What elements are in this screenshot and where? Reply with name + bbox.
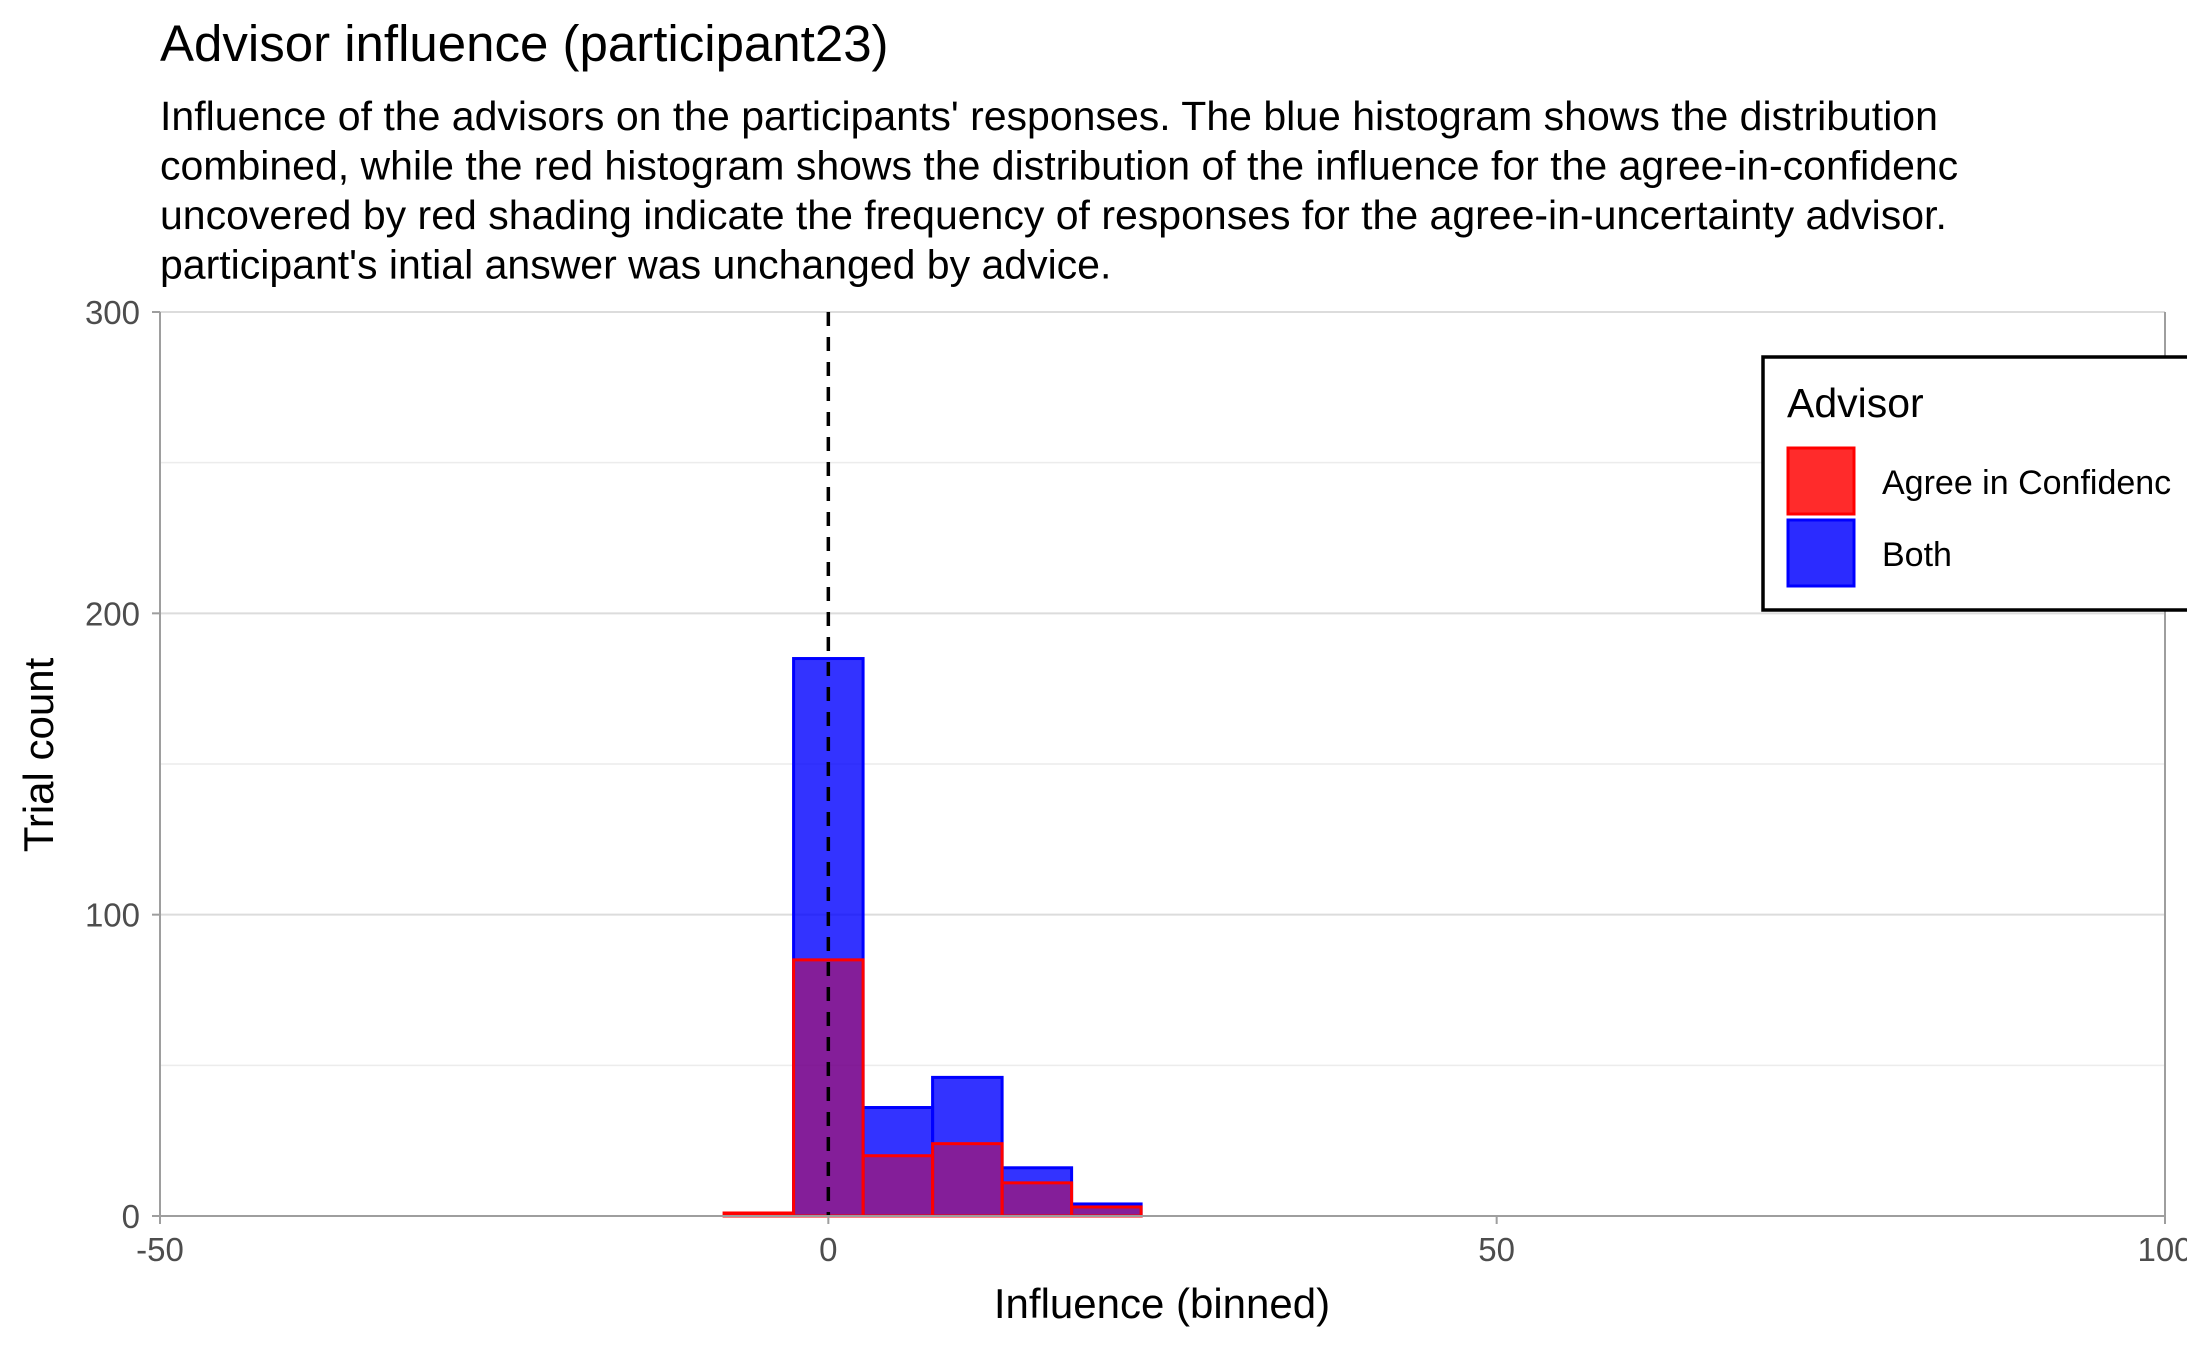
bar-agree-in-confidenc [1070, 1205, 1143, 1218]
gridlines [160, 311, 2165, 1067]
chart-title: Advisor influence (participant23) [160, 15, 889, 72]
x-tick-label: 100 [2137, 1231, 2187, 1268]
y-tick-label: 200 [85, 595, 140, 632]
x-axis-title: Influence (binned) [994, 1280, 1330, 1327]
legend-key [1786, 518, 1856, 588]
legend-title: Advisor [1787, 380, 1924, 426]
legend-key [1786, 446, 1856, 516]
x-tick-label: -50 [136, 1231, 184, 1268]
subtitle-line-1: Influence of the advisors on the partici… [160, 93, 1938, 139]
histogram-bars [722, 657, 1143, 1218]
subtitle-line-2: combined, while the red histogram shows … [160, 143, 1958, 189]
legend: Advisor Agree in Confidenc Both [1761, 355, 2187, 612]
x-tick-label: 0 [819, 1231, 837, 1268]
y-tick-label: 100 [85, 897, 140, 934]
chart-subtitle: Influence of the advisors on the partici… [160, 93, 1958, 288]
y-axis-title: Trial count [15, 657, 62, 852]
x-tick-label: 50 [1478, 1231, 1515, 1268]
y-tick-label: 300 [85, 294, 140, 331]
bar-agree-in-confidenc [861, 1154, 935, 1218]
bar-agree-in-confidenc [931, 1142, 1004, 1218]
subtitle-line-4: participant's intial answer was unchange… [160, 242, 1111, 288]
subtitle-line-3: uncovered by red shading indicate the fr… [160, 192, 1947, 238]
legend-label: Both [1882, 536, 1952, 574]
legend-label: Agree in Confidenc [1882, 464, 2171, 502]
y-tick-label: 0 [122, 1198, 140, 1235]
bar-agree-in-confidenc [1000, 1181, 1074, 1218]
